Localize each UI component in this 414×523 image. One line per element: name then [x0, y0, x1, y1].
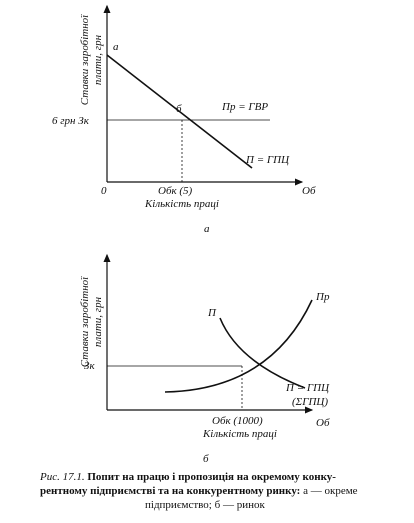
- origin: 0: [101, 185, 107, 197]
- y-axis-label: Ставки заробітної: [79, 276, 91, 367]
- panel-a: Ставки заробітної плати, грн а б 6 грн З…: [52, 4, 316, 235]
- quantity-label: Обк (5): [158, 185, 193, 197]
- wage-label: 6 грн Зк: [52, 115, 90, 127]
- x-end-label: Об: [302, 185, 316, 197]
- point-label: б: [176, 103, 182, 115]
- x-axis-label: Кількість праці: [202, 428, 277, 440]
- demand-line: [106, 54, 253, 169]
- panel-caption: б: [203, 453, 209, 465]
- x-end-label: Об: [316, 417, 330, 429]
- y-axis-label: плати, грн: [92, 296, 104, 347]
- wage-label: Зк: [84, 360, 95, 372]
- x-axis-label: Кількість праці: [144, 198, 219, 210]
- demand-label: П = ГПЦ: [245, 154, 290, 166]
- caption-text: підприємство; б — ринок: [145, 499, 265, 511]
- caption-text: рентному підприємстві та на конкурентном…: [40, 485, 300, 497]
- demand-curve: [219, 317, 306, 389]
- supply-label: Пр = ГВР: [221, 101, 268, 113]
- svg-text:Рис. 17.1. Попит на працю і пр: Рис. 17.1. Попит на працю і пропозиція н…: [39, 471, 336, 483]
- svg-text:рентному підприємстві та на ко: рентному підприємстві та на конкурентном…: [40, 485, 358, 497]
- curve-label: Пр: [315, 291, 330, 303]
- y-axis-label: плати, грн: [92, 34, 104, 85]
- caption-text: Попит на працю і пропозиція на окремому …: [87, 471, 336, 483]
- demand-label: (ΣГПЦ): [292, 396, 328, 408]
- curve-label: П: [207, 307, 217, 319]
- y-axis-label: Ставки заробітної: [79, 14, 91, 105]
- panel-caption: а: [204, 223, 210, 235]
- point-label: а: [113, 41, 119, 53]
- caption-number: Рис. 17.1.: [39, 471, 85, 483]
- figure-caption: Рис. 17.1. Попит на працю і пропозиція н…: [39, 471, 358, 511]
- panel-b: Ставки заробітної плати, грн П Пр Зк П =…: [79, 253, 330, 465]
- supply-curve: [164, 299, 313, 393]
- quantity-label: Обк (1000): [212, 415, 263, 427]
- caption-text: а — окреме: [300, 485, 357, 497]
- demand-label: П = ГПЦ: [285, 382, 330, 394]
